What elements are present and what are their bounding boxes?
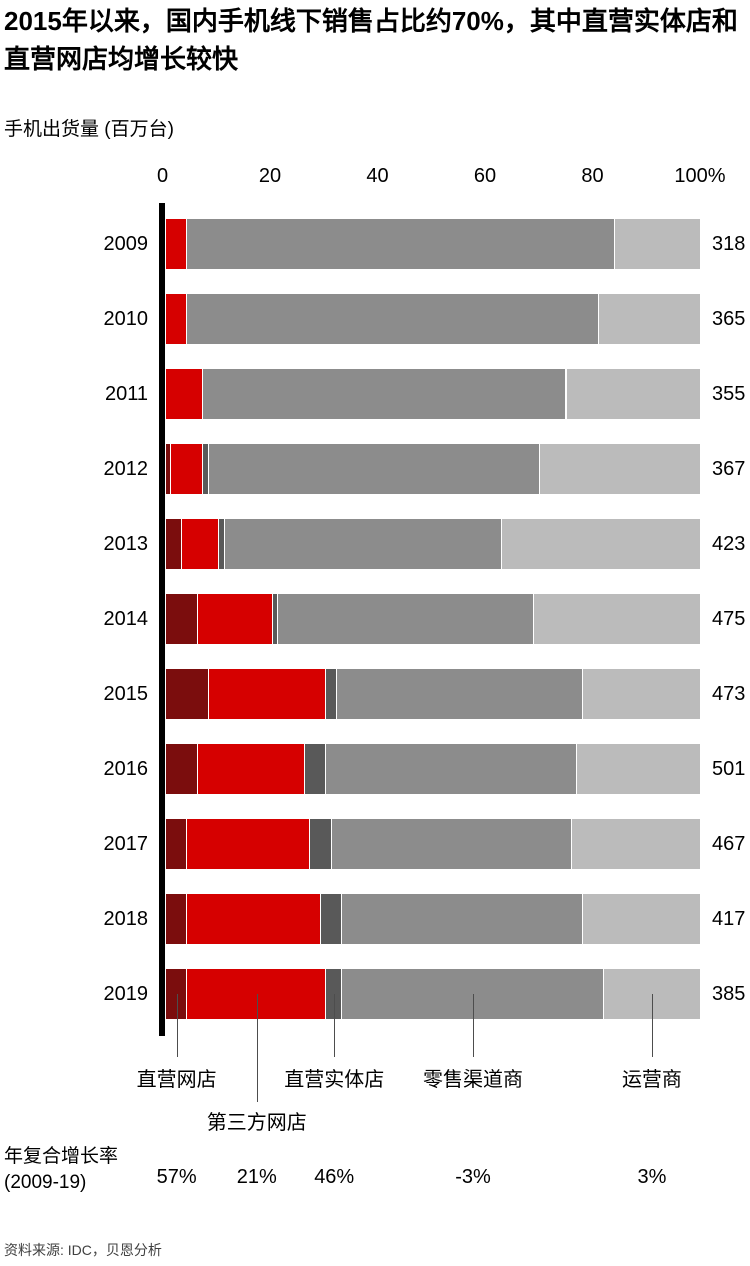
shipments-value: 417 (712, 908, 746, 930)
bar-segment (278, 594, 535, 644)
shipments-value: 367 (712, 458, 746, 480)
legend-label: 运营商 (621, 1069, 682, 1091)
cagr-value: -3% (455, 1166, 491, 1188)
x-tick-label: 60 (473, 165, 497, 187)
bar-segment (582, 894, 700, 944)
bar-segment (326, 744, 578, 794)
year-label: 2009 (103, 233, 149, 255)
bar-segment (326, 669, 337, 719)
bar-segment (203, 369, 567, 419)
bar-segment (187, 294, 599, 344)
bar-segment (187, 819, 311, 869)
bar-segment (171, 444, 204, 494)
bar-segment (203, 444, 209, 494)
bar-segment (539, 444, 700, 494)
bar-segment (310, 819, 332, 869)
year-label: 2011 (104, 383, 148, 405)
bar-segment (571, 819, 700, 869)
bar-segment (166, 744, 199, 794)
legend-leader-line (176, 994, 178, 1057)
bar-segment (224, 519, 503, 569)
year-label: 2017 (103, 833, 149, 855)
bar-segment (166, 669, 209, 719)
cagr-label-line1: 年复合增长率 (4, 1146, 119, 1167)
bar-segment (198, 594, 273, 644)
x-tick-label: 80 (581, 165, 604, 187)
bar-segment (331, 819, 572, 869)
bar-segment (182, 519, 220, 569)
bar-segment (326, 969, 343, 1019)
cagr-value: 57% (156, 1166, 197, 1188)
bar-segment (336, 669, 583, 719)
cagr-label-line2: (2009-19) (4, 1172, 87, 1193)
legend-label: 直营实体店 (284, 1069, 385, 1091)
shipments-value: 355 (712, 383, 746, 405)
shipments-value: 385 (712, 983, 746, 1005)
bar-segment (598, 294, 700, 344)
bar-segment (166, 894, 188, 944)
x-tick-label: 40 (366, 165, 389, 187)
cagr-value: 21% (236, 1166, 277, 1188)
year-label: 2019 (103, 983, 149, 1005)
bar-segment (582, 669, 700, 719)
legend-label: 零售渠道商 (423, 1069, 524, 1091)
chart-title-line2: 直营网店均增长较快 (4, 44, 239, 74)
shipments-value: 423 (712, 533, 746, 555)
legend-leader-line (651, 994, 653, 1057)
legend-label: 直营网店 (136, 1069, 217, 1091)
bar-segment (272, 594, 279, 644)
bar-segment (534, 594, 700, 644)
legend-label: 第三方网店 (206, 1112, 307, 1134)
x-tick-label: 20 (258, 165, 282, 187)
year-label: 2015 (103, 683, 149, 705)
legend-leader-line (256, 994, 258, 1102)
bar-segment (166, 444, 172, 494)
shipments-value: 475 (712, 608, 746, 630)
year-label: 2014 (103, 608, 149, 630)
shipments-value: 467 (712, 833, 746, 855)
bar-segment (219, 519, 225, 569)
shipments-value: 473 (712, 683, 746, 705)
shipments-value: 365 (712, 308, 746, 330)
y-axis-line (159, 203, 165, 1036)
bar-segment (502, 519, 700, 569)
bar-segment (603, 969, 700, 1019)
year-label: 2012 (103, 458, 149, 480)
year-label: 2016 (103, 758, 149, 780)
source-note: 资料来源: IDC，贝恩分析 (4, 1242, 162, 1258)
bar-segment (187, 894, 321, 944)
bar-segment (304, 744, 327, 794)
shipments-value: 318 (712, 233, 746, 255)
bar-segment (208, 669, 327, 719)
bar-segment (577, 744, 700, 794)
year-label: 2013 (103, 533, 149, 555)
bar-segment (166, 294, 188, 344)
bar-segment (198, 744, 305, 794)
bar-segment (166, 594, 199, 644)
bar-segment (166, 219, 188, 269)
bar-segment (566, 369, 700, 419)
shipments-value: 501 (712, 758, 746, 780)
chart-title-line1: 2015年以来，国内手机线下销售占比约70%，其中直营实体店和 (4, 6, 738, 36)
bar-segment (208, 444, 540, 494)
bar-segment (166, 519, 183, 569)
legend-leader-line (334, 994, 336, 1057)
bar-segment (614, 219, 700, 269)
bar-segment (166, 819, 188, 869)
bar-segment (187, 219, 615, 269)
x-tick-label: 100% (674, 165, 726, 187)
bar-segment (320, 894, 343, 944)
chart-title: 2015年以来，国内手机线下销售占比约70%，其中直营实体店和 直营网店均增长较快 (4, 2, 738, 78)
bar-segment (166, 369, 204, 419)
cagr-value: 46% (314, 1166, 355, 1188)
legend-leader-line (473, 994, 475, 1057)
cagr-value: 3% (637, 1166, 667, 1188)
cagr-label: 年复合增长率 (2009-19) (4, 1144, 118, 1196)
year-label: 2018 (103, 908, 149, 930)
year-label: 2010 (103, 308, 149, 330)
bar-segment (342, 894, 583, 944)
x-tick-label: 0 (156, 165, 169, 187)
axis-title: 手机出货量 (百万台) (4, 119, 174, 140)
